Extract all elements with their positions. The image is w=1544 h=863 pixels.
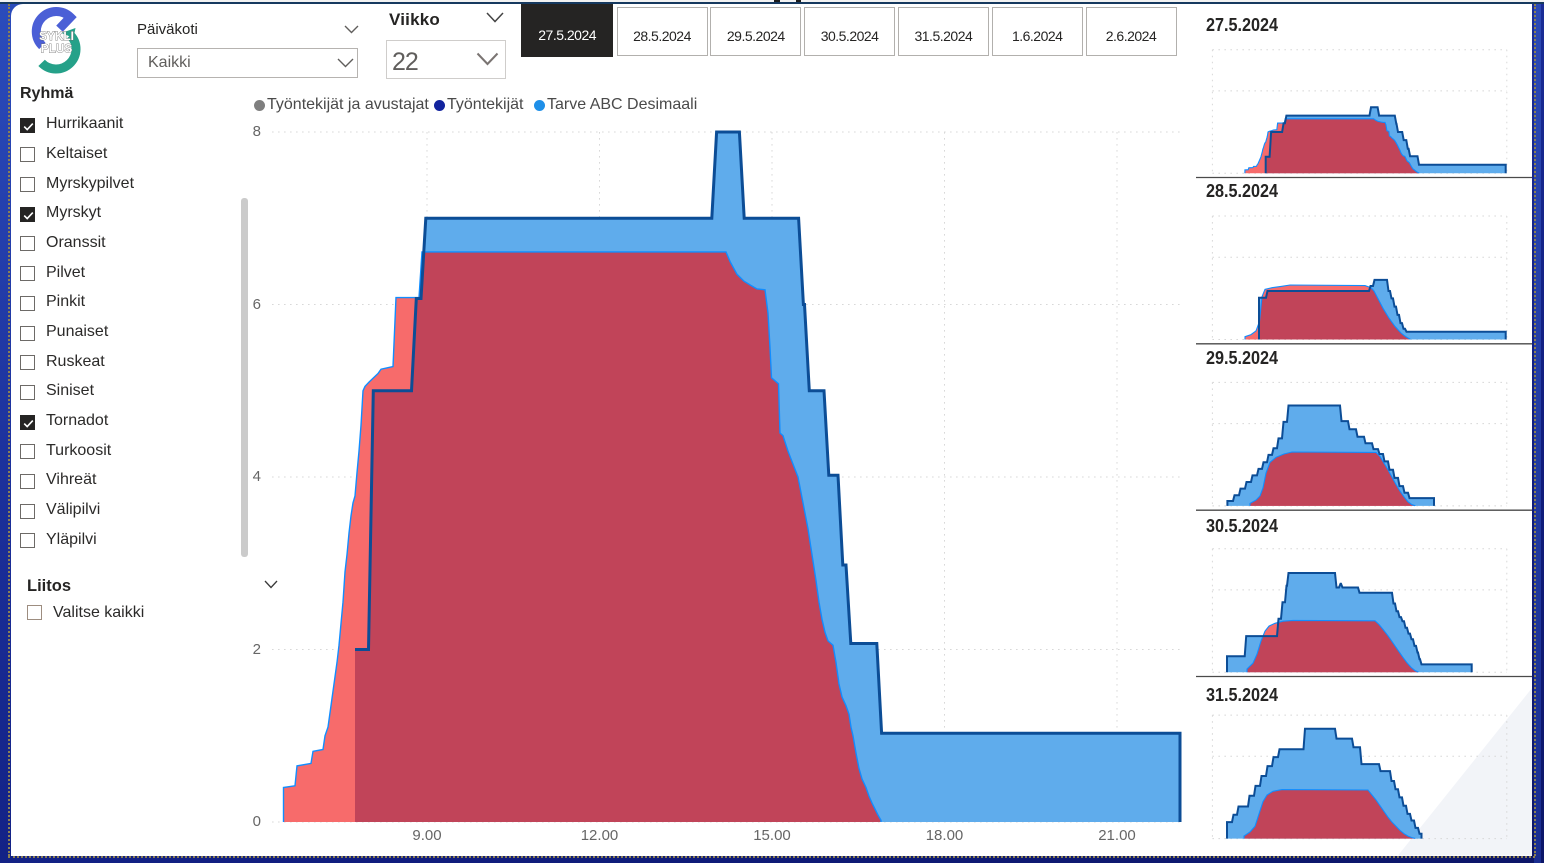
svg-text:PLUS: PLUS (41, 42, 73, 56)
svg-text:SYKLI: SYKLI (39, 29, 74, 43)
